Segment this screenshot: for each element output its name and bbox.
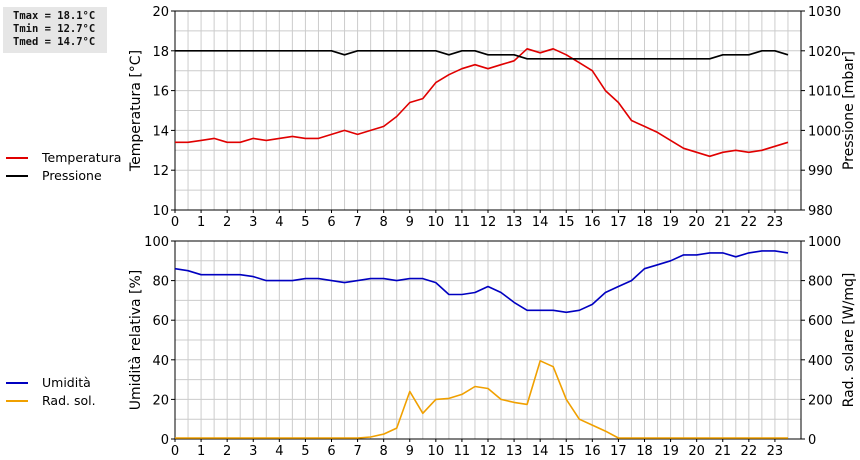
chart2-xtick-label: 16: [584, 444, 601, 459]
chart1-xtick-label: 7: [353, 215, 361, 230]
chart1-xtick-label: 20: [688, 215, 705, 230]
chart1-xtick-label: 1: [197, 215, 205, 230]
chart1-y2tick-label: 1030: [808, 5, 841, 20]
chart1-ytick-label: 16: [152, 85, 169, 100]
chart1-y2tick-label: 980: [808, 204, 833, 219]
chart1-y2tick-label: 990: [808, 164, 833, 179]
chart1-ytick-label: 10: [152, 204, 169, 219]
chart1-ylabel: Temperatura [°C]: [128, 50, 144, 172]
chart2-xtick-label: 5: [301, 444, 309, 459]
chart2-xtick-label: 2: [223, 444, 231, 459]
chart2-xtick-label: 15: [558, 444, 575, 459]
chart1-y2label: Pressione [mbar]: [841, 51, 857, 170]
chart1-y2tick-label: 1000: [808, 124, 841, 139]
stats-box: Tmax = 18.1°C Tmin = 12.7°C Tmed = 14.7°C: [3, 7, 107, 53]
chart2-y2label: Rad. solare [W/mq]: [841, 273, 857, 408]
chart2-xtick-label: 6: [327, 444, 335, 459]
chart1-legend-temperatura-label: Temperatura: [41, 150, 121, 165]
chart1-xtick-label: 22: [741, 215, 758, 230]
chart2-ytick-label: 100: [144, 235, 169, 250]
chart2-xtick-label: 17: [610, 444, 627, 459]
chart2-ytick-label: 60: [152, 314, 169, 329]
chart2-xtick-label: 22: [741, 444, 758, 459]
tmax-label: Tmax = 18.1°C: [13, 10, 96, 22]
chart1-xtick-label: 19: [662, 215, 679, 230]
chart1-xtick-label: 21: [714, 215, 731, 230]
chart2-y2tick-label: 1000: [808, 235, 841, 250]
chart2-ytick-label: 80: [152, 275, 169, 290]
chart1-xtick-label: 14: [532, 215, 549, 230]
chart1-series-temperatura-line: [175, 47, 789, 158]
chart2-xtick-label: 4: [275, 444, 283, 459]
chart2-legend-umidit-label: Umidità: [42, 375, 91, 390]
chart1-ytick-label: 12: [152, 164, 169, 179]
chart1-series-pressione-line: [175, 49, 789, 60]
chart1-ytick-label: 20: [152, 5, 169, 20]
chart1-xtick-label: 8: [380, 215, 388, 230]
chart1-xtick-label: 12: [480, 215, 497, 230]
chart1-xtick-label: 16: [584, 215, 601, 230]
chart2-ytick-label: 0: [161, 433, 169, 448]
chart2-xtick-label: 14: [532, 444, 549, 459]
chart1-xtick-label: 10: [428, 215, 445, 230]
chart2-y2tick-label: 600: [808, 314, 833, 329]
chart2-series-umidit-line: [174, 250, 789, 314]
chart2-ytick-label: 20: [152, 393, 169, 408]
chart2-ylabel: Umidità relativa [%]: [128, 270, 144, 411]
chart1-y2tick-label: 1010: [808, 85, 841, 100]
chart1-xtick-label: 11: [454, 215, 471, 230]
chart2-xtick-label: 0: [171, 444, 179, 459]
chart2-y2tick-label: 200: [808, 393, 833, 408]
chart1-xtick-label: 6: [327, 215, 335, 230]
chart1-xtick-label: 2: [223, 215, 231, 230]
chart1-xtick-label: 18: [636, 215, 653, 230]
chart2-xtick-label: 23: [767, 444, 784, 459]
chart2-xtick-label: 21: [714, 444, 731, 459]
chart2-xtick-label: 18: [636, 444, 653, 459]
chart1-ytick-label: 14: [152, 124, 169, 139]
chart1-xtick-label: 9: [406, 215, 414, 230]
chart2-xtick-label: 1: [197, 444, 205, 459]
chart2-y2tick-label: 0: [808, 433, 816, 448]
chart1-xtick-label: 15: [558, 215, 575, 230]
chart2-xtick-label: 19: [662, 444, 679, 459]
chart1-xtick-label: 0: [171, 215, 179, 230]
chart2-xtick-label: 12: [480, 444, 497, 459]
chart2-y2tick-label: 400: [808, 354, 833, 369]
chart2-xtick-label: 3: [249, 444, 257, 459]
tmed-label: Tmed = 14.7°C: [13, 36, 96, 48]
chart1-xtick-label: 23: [767, 215, 784, 230]
chart1-xtick-label: 3: [249, 215, 257, 230]
chart1-xtick-label: 5: [301, 215, 309, 230]
chart2-y2tick-label: 800: [808, 275, 833, 290]
chart2-xtick-label: 8: [380, 444, 388, 459]
chart1-xtick-label: 4: [275, 215, 283, 230]
chart2-legend-rad-sol-label: Rad. sol.: [42, 393, 96, 408]
chart2-xtick-label: 7: [353, 444, 361, 459]
chart2-series-rad-sol-line: [175, 359, 788, 439]
chart1-y2tick-label: 1020: [808, 45, 841, 60]
chart2-xtick-label: 9: [406, 444, 414, 459]
chart1-ytick-label: 18: [152, 45, 169, 60]
chart2-xtick-label: 20: [688, 444, 705, 459]
chart2-xtick-label: 13: [506, 444, 523, 459]
chart2-xtick-label: 11: [454, 444, 471, 459]
chart1-xtick-label: 17: [610, 215, 627, 230]
chart2-ytick-label: 40: [152, 354, 169, 369]
tmin-label: Tmin = 12.7°C: [13, 23, 96, 35]
chart1-xtick-label: 13: [506, 215, 523, 230]
chart1-legend-pressione-label: Pressione: [42, 168, 102, 183]
chart2-xtick-label: 10: [428, 444, 445, 459]
